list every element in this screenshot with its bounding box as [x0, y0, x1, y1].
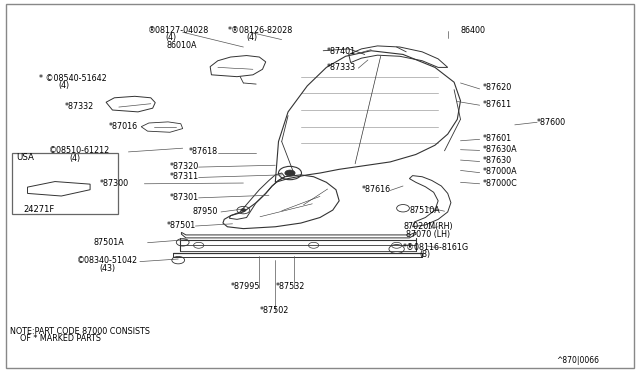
Circle shape — [285, 170, 295, 176]
Text: *87601: *87601 — [483, 134, 512, 143]
Bar — [12, 153, 118, 214]
Text: (4): (4) — [58, 81, 69, 90]
Text: *87000A: *87000A — [483, 167, 518, 176]
Text: (4): (4) — [166, 33, 177, 42]
Text: (4): (4) — [246, 33, 258, 42]
Text: 87501A: 87501A — [93, 238, 124, 247]
Text: 86010A: 86010A — [167, 41, 197, 50]
Text: *87016: *87016 — [109, 122, 138, 131]
Text: 87510A: 87510A — [410, 206, 440, 215]
Text: *87532: *87532 — [275, 282, 305, 291]
Text: OF * MARKED PARTS: OF * MARKED PARTS — [20, 334, 101, 343]
Text: *87630: *87630 — [483, 156, 512, 165]
Text: NOTE:PART CODE 87000 CONSISTS: NOTE:PART CODE 87000 CONSISTS — [10, 327, 150, 336]
Text: ®08127-04028: ®08127-04028 — [148, 26, 209, 35]
Text: *87301: *87301 — [170, 193, 199, 202]
Text: *87616: *87616 — [362, 185, 390, 194]
Text: ©08510-61212: ©08510-61212 — [49, 146, 110, 155]
Text: *87401: *87401 — [326, 47, 355, 56]
Text: ©08340-51042: ©08340-51042 — [77, 256, 138, 265]
Text: *87600: *87600 — [537, 118, 566, 127]
Text: *87630A: *87630A — [483, 145, 518, 154]
Text: *87620: *87620 — [483, 83, 512, 92]
Text: *87501: *87501 — [167, 221, 196, 230]
Text: (43): (43) — [100, 264, 116, 273]
Text: 87070 (LH): 87070 (LH) — [406, 230, 451, 239]
Text: *87995: *87995 — [230, 282, 260, 291]
Text: *87502: *87502 — [259, 306, 289, 315]
Text: 87020M(RH): 87020M(RH) — [403, 222, 452, 231]
Text: 87950: 87950 — [192, 207, 218, 216]
Circle shape — [241, 209, 246, 212]
Text: *87611: *87611 — [483, 100, 512, 109]
Text: 24271F: 24271F — [23, 205, 54, 214]
Text: *87311: *87311 — [170, 172, 199, 181]
Text: *87332: *87332 — [65, 102, 94, 111]
Text: *87300: *87300 — [100, 179, 129, 187]
Text: USA: USA — [17, 153, 35, 161]
Text: *87000C: *87000C — [483, 179, 518, 187]
Text: *®08116-8161G: *®08116-8161G — [403, 243, 469, 251]
Text: *®08126-82028: *®08126-82028 — [227, 26, 292, 35]
Text: *87320: *87320 — [170, 162, 199, 171]
Text: *87333: *87333 — [326, 63, 355, 72]
Text: (8): (8) — [419, 250, 430, 259]
Text: * ©08540-51642: * ©08540-51642 — [39, 74, 107, 83]
Text: ^870|0066: ^870|0066 — [556, 356, 599, 365]
Text: (4): (4) — [70, 154, 81, 163]
Text: *87618: *87618 — [189, 147, 218, 156]
Text: 86400: 86400 — [461, 26, 486, 35]
